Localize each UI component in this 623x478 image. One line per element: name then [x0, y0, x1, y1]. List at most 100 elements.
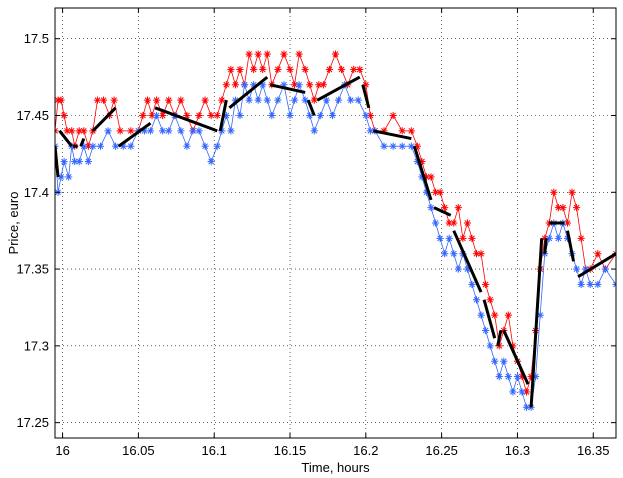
y-tick-label: 17.35: [16, 262, 49, 277]
data-point: [468, 280, 476, 289]
data-point: [550, 188, 558, 196]
data-point: [450, 250, 458, 258]
data-point: [254, 50, 262, 58]
data-point: [572, 204, 581, 212]
data-point: [89, 142, 97, 150]
data-point: [612, 280, 616, 289]
x-tick-label: 16.05: [122, 443, 155, 458]
data-point: [509, 388, 517, 396]
data-point: [159, 127, 167, 135]
data-point: [594, 250, 602, 258]
data-point: [504, 311, 512, 319]
fit-segment: [529, 238, 544, 408]
data-point: [486, 296, 494, 304]
data-point: [263, 96, 271, 104]
data-point: [322, 96, 331, 104]
y-tick-label: 17.4: [24, 185, 49, 200]
data-point: [274, 96, 282, 104]
data-point: [441, 250, 449, 258]
x-tick-label: 16.3: [505, 443, 530, 458]
data-point: [127, 127, 135, 135]
fit-segment: [316, 75, 361, 102]
data-point: [112, 142, 120, 150]
data-point: [398, 127, 406, 135]
data-point: [577, 234, 585, 242]
data-point: [143, 96, 152, 104]
y-tick-label: 17.25: [16, 415, 49, 430]
fit-segment: [228, 75, 269, 109]
data-point: [201, 142, 209, 150]
x-tick-label: 16: [55, 443, 69, 458]
data-point: [568, 188, 576, 196]
x-tick-label: 16.15: [274, 443, 307, 458]
data-point: [513, 372, 522, 381]
data-point: [491, 311, 499, 319]
data-point: [554, 234, 562, 242]
data-point: [201, 96, 209, 104]
data-point: [472, 250, 481, 258]
data-point: [310, 127, 318, 135]
plot-frame: [54, 7, 617, 439]
data-point: [159, 111, 167, 120]
data-point: [177, 96, 185, 104]
fit-segment: [55, 146, 60, 178]
data-point: [227, 65, 235, 74]
data-point: [245, 96, 253, 104]
data-point: [290, 96, 299, 104]
fit-segment: [433, 206, 452, 217]
data-point: [80, 127, 88, 135]
data-point: [55, 142, 59, 150]
data-point: [331, 50, 340, 58]
data-point: [104, 127, 112, 135]
data-point: [213, 142, 221, 150]
data-point: [477, 250, 485, 258]
data-point: [380, 142, 388, 150]
data-point: [286, 111, 294, 120]
data-point: [274, 65, 282, 74]
data-point: [301, 96, 309, 104]
data-point: [445, 234, 453, 242]
y-tick-label: 17.5: [24, 31, 49, 46]
data-point: [60, 111, 68, 120]
data-point: [398, 142, 406, 150]
data-point: [418, 157, 426, 166]
data-point: [316, 111, 324, 120]
data-point: [218, 96, 226, 104]
data-point: [65, 173, 73, 181]
data-point: [280, 50, 288, 58]
fit-segment: [496, 330, 503, 347]
ticks: 16 16.05 16.1 16.15 16.2 16.25 16.3 16.35 17.25 1…: [16, 8, 616, 458]
x-tick-label: 16.2: [353, 443, 378, 458]
plot-area: [55, 8, 616, 438]
data-point: [436, 234, 444, 242]
data-point: [347, 96, 355, 104]
fit-segment: [373, 129, 412, 141]
data-point: [518, 388, 526, 396]
data-point: [450, 219, 458, 227]
data-point: [389, 111, 397, 120]
data-point: [236, 65, 244, 74]
data-point: [477, 311, 485, 319]
data-point: [245, 50, 253, 58]
data-point: [240, 81, 249, 89]
data-point: [306, 81, 314, 89]
fit-segment: [79, 137, 86, 147]
data-point: [468, 234, 476, 242]
data-point: [389, 142, 397, 150]
data-point: [259, 65, 267, 74]
data-point: [563, 219, 572, 227]
x-tick-label: 16.25: [425, 443, 458, 458]
data-point: [60, 157, 68, 166]
data-point: [55, 127, 59, 135]
fit-segment: [58, 129, 73, 148]
data-point: [454, 265, 462, 273]
data-point: [586, 280, 594, 289]
y-tick-label: 17.45: [16, 108, 49, 123]
data-point: [127, 142, 135, 150]
data-point: [354, 96, 362, 104]
data-point: [96, 142, 105, 150]
data-point: [454, 204, 462, 212]
data-point: [165, 96, 173, 104]
data-point: [441, 204, 449, 212]
